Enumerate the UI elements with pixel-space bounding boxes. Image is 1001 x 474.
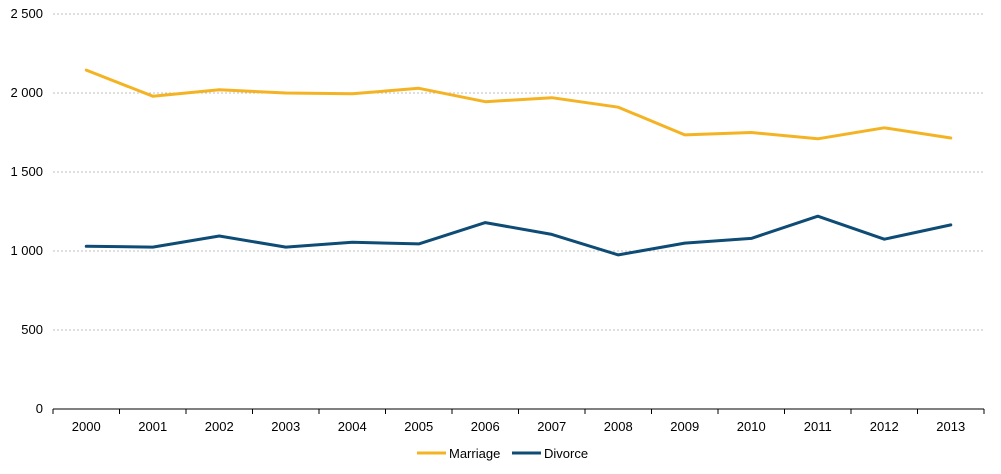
series-line-divorce bbox=[84, 214, 953, 257]
x-tick-label: 2004 bbox=[338, 419, 367, 434]
x-tick-label: 2006 bbox=[471, 419, 500, 434]
legend: Marriage Divorce bbox=[417, 446, 588, 461]
x-tick-label: 2005 bbox=[404, 419, 433, 434]
x-tick-label: 2008 bbox=[604, 419, 633, 434]
y-axis-tick-labels: 0 500 1 000 1 500 2 000 2 500 bbox=[10, 6, 43, 416]
y-tick-label: 2 500 bbox=[10, 6, 43, 21]
y-tick-label: 0 bbox=[36, 401, 43, 416]
series-line-marriage bbox=[84, 68, 953, 141]
x-tick-label: 2009 bbox=[670, 419, 699, 434]
x-tick-label: 2003 bbox=[271, 419, 300, 434]
x-tick-label: 2013 bbox=[936, 419, 965, 434]
x-tick-label: 2001 bbox=[138, 419, 167, 434]
x-tick-label: 2000 bbox=[72, 419, 101, 434]
series-lines bbox=[84, 68, 953, 257]
x-tick-label: 2002 bbox=[205, 419, 234, 434]
y-tick-label: 1 000 bbox=[10, 243, 43, 258]
x-tick-label: 2007 bbox=[537, 419, 566, 434]
legend-label-marriage: Marriage bbox=[449, 446, 500, 461]
x-tick-label: 2010 bbox=[737, 419, 766, 434]
legend-label-divorce: Divorce bbox=[544, 446, 588, 461]
x-axis bbox=[52, 408, 985, 414]
y-tick-label: 1 500 bbox=[10, 164, 43, 179]
x-axis-tick-labels: 2000 2001 2002 2003 2004 2005 2006 2007 2008 2009… bbox=[72, 419, 965, 434]
gridlines bbox=[53, 13, 984, 331]
x-tick-label: 2011 bbox=[804, 419, 832, 434]
y-tick-label: 500 bbox=[21, 322, 43, 337]
x-tick-label: 2012 bbox=[870, 419, 899, 434]
y-tick-label: 2 000 bbox=[10, 85, 43, 100]
